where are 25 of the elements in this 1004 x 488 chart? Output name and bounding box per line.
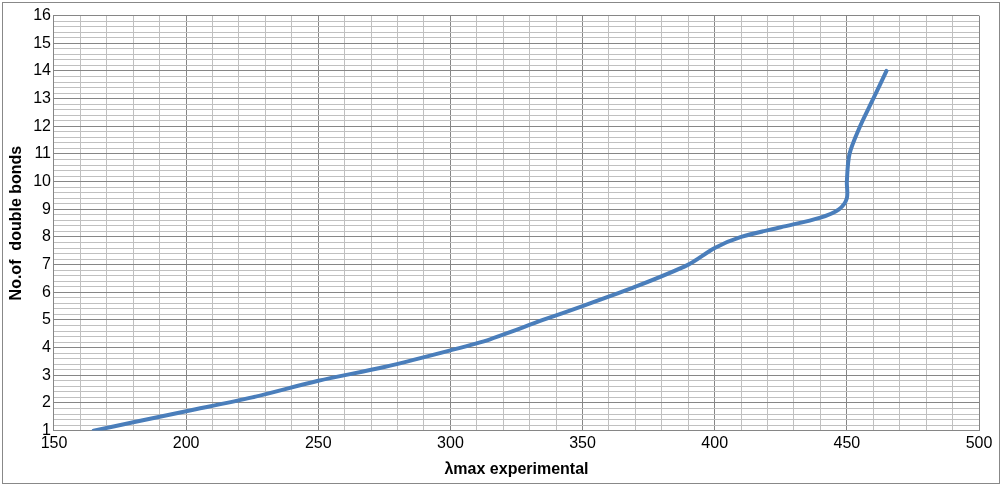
y-axis-title: No.of double bonds: [7, 145, 25, 301]
y-tick-label: 16: [33, 6, 52, 24]
y-tick-label: 2: [42, 393, 52, 411]
y-tick-label: 9: [42, 199, 52, 217]
x-axis-title: λmax experimental: [444, 459, 589, 477]
y-tick-label: 11: [34, 144, 52, 162]
y-tick-label: 13: [33, 89, 52, 107]
x-tick-label: 200: [172, 433, 200, 451]
y-tick-label: 14: [33, 61, 52, 79]
y-tick-label: 10: [33, 172, 52, 190]
y-tick-label: 5: [42, 310, 52, 328]
y-tick-label: 4: [42, 338, 52, 356]
y-tick-label: 15: [33, 33, 52, 51]
x-tick-label: 350: [569, 433, 597, 451]
y-tick-label: 8: [42, 227, 52, 245]
x-tick-label: 400: [701, 433, 729, 451]
y-tick-label: 6: [42, 282, 52, 300]
x-tick-label: 500: [965, 433, 993, 451]
x-tick-label: 450: [833, 433, 861, 451]
y-tick-label: 12: [33, 116, 52, 134]
x-tick-label: 300: [437, 433, 464, 451]
y-tick-label: 3: [42, 365, 52, 383]
x-tick-label: 250: [304, 433, 332, 451]
line-series: [91, 68, 889, 431]
y-tick-label: 7: [42, 255, 52, 273]
